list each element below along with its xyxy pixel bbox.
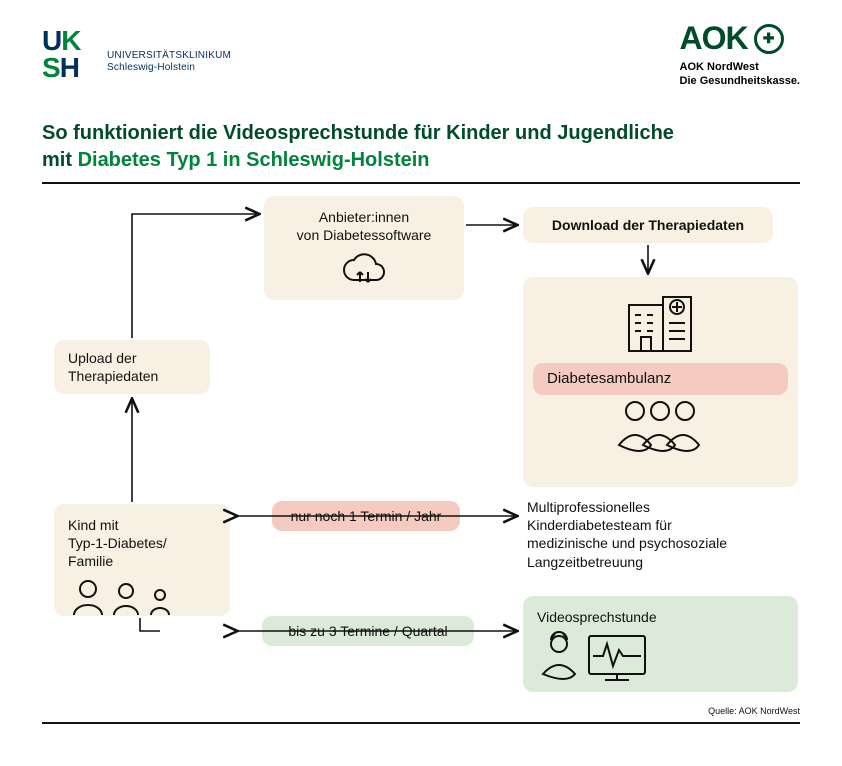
aok-badge-icon: ✚ xyxy=(754,24,784,54)
family-icon xyxy=(68,577,188,619)
video-consult-icon xyxy=(537,630,657,686)
aok-line1: AOK NordWest xyxy=(680,61,800,75)
rule-bottom xyxy=(42,722,800,724)
node-anbieter: Anbieter:innen von Diabetessoftware xyxy=(264,196,464,300)
page-title: So funktioniert die Videosprechstunde fü… xyxy=(42,120,674,174)
upload-label: Upload der Therapiedaten xyxy=(68,349,158,385)
aok-word: AOK xyxy=(680,20,748,57)
edge-label-termin3: bis zu 3 Termine / Quartal xyxy=(262,616,474,646)
team-icon xyxy=(605,399,715,459)
team-label: Multiprofessionelles Kinderdiabetesteam … xyxy=(527,498,794,571)
anbieter-label: Anbieter:innen von Diabetessoftware xyxy=(278,208,450,244)
node-download: Download der Therapiedaten xyxy=(523,207,773,243)
uksh-line1: UNIVERSITÄTSKLINIKUM xyxy=(107,50,287,62)
node-videosprechstunde: Videosprechstunde xyxy=(523,596,798,692)
title-line1: So funktioniert die Videosprechstunde fü… xyxy=(42,120,674,147)
diagram-canvas: UK SH UNIVERSITÄTSKLINIKUM Schleswig-Hol… xyxy=(0,0,842,766)
node-kind: Kind mit Typ-1-Diabetes/ Familie xyxy=(54,504,230,616)
kind-label: Kind mit Typ-1-Diabetes/ Familie xyxy=(68,516,216,571)
node-team: Multiprofessionelles Kinderdiabetesteam … xyxy=(523,498,798,571)
edge-label-termin1: nur noch 1 Termin / Jahr xyxy=(272,501,460,531)
uksh-line2: Schleswig-Holstein xyxy=(107,62,287,74)
uksh-logo: UK SH UNIVERSITÄTSKLINIKUM Schleswig-Hol… xyxy=(42,28,80,81)
node-diabetesambulanz: Diabetesambulanz xyxy=(533,363,788,395)
rule-top xyxy=(42,182,800,184)
aok-logo: AOK ✚ AOK NordWest Die Gesundheitskasse. xyxy=(680,20,800,89)
title-line2-prefix: mit xyxy=(42,149,78,171)
title-line2-highlight: Diabetes Typ 1 in Schleswig-Holstein xyxy=(78,149,430,171)
diab-label: Diabetesambulanz xyxy=(547,369,671,389)
source-label: Quelle: AOK NordWest xyxy=(708,706,800,716)
aok-line2: Die Gesundheitskasse. xyxy=(680,75,800,89)
download-label: Download der Therapiedaten xyxy=(552,216,744,234)
hospital-icon xyxy=(621,291,701,355)
cloud-sync-icon xyxy=(340,250,388,294)
termin3-label: bis zu 3 Termine / Quartal xyxy=(288,622,447,640)
video-label: Videosprechstunde xyxy=(537,608,784,626)
termin1-label: nur noch 1 Termin / Jahr xyxy=(291,507,442,525)
node-upload: Upload der Therapiedaten xyxy=(54,340,210,394)
